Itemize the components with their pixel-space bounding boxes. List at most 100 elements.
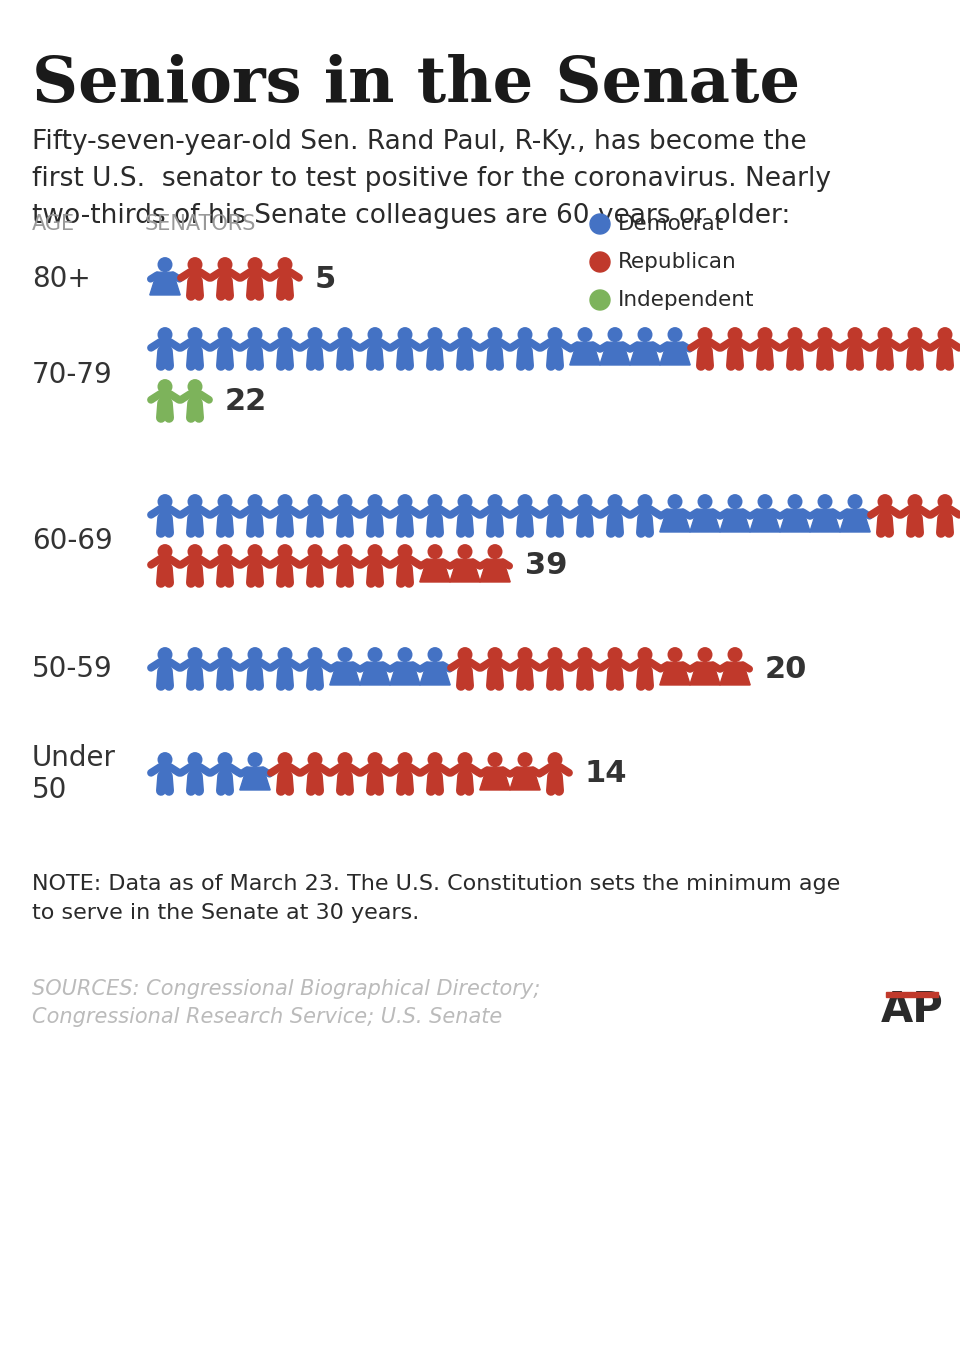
Bar bbox=[310, 765, 321, 776]
Bar bbox=[279, 270, 290, 281]
Bar bbox=[190, 765, 201, 776]
Circle shape bbox=[249, 495, 262, 509]
Text: 22: 22 bbox=[225, 386, 267, 416]
Bar bbox=[250, 507, 260, 518]
Polygon shape bbox=[330, 662, 360, 685]
Text: Under: Under bbox=[32, 743, 116, 772]
Circle shape bbox=[578, 327, 591, 341]
Polygon shape bbox=[720, 509, 750, 532]
Bar bbox=[430, 507, 441, 518]
Circle shape bbox=[249, 753, 262, 767]
Bar bbox=[460, 507, 470, 518]
Bar bbox=[190, 557, 201, 567]
Bar bbox=[399, 340, 410, 351]
Circle shape bbox=[278, 544, 292, 558]
Bar bbox=[490, 507, 500, 518]
Bar bbox=[430, 340, 441, 351]
Bar bbox=[610, 507, 620, 518]
Circle shape bbox=[188, 753, 202, 767]
Circle shape bbox=[369, 753, 382, 767]
Circle shape bbox=[158, 258, 172, 271]
Circle shape bbox=[369, 544, 382, 558]
Bar bbox=[159, 765, 170, 776]
Polygon shape bbox=[570, 342, 600, 366]
Bar bbox=[550, 340, 561, 351]
Bar bbox=[279, 507, 290, 518]
Bar bbox=[550, 765, 561, 776]
Bar bbox=[220, 507, 230, 518]
Bar bbox=[580, 660, 590, 671]
Text: Independent: Independent bbox=[618, 291, 755, 310]
Circle shape bbox=[158, 753, 172, 767]
Bar bbox=[790, 340, 801, 351]
Bar bbox=[310, 660, 321, 671]
Bar bbox=[639, 507, 650, 518]
Circle shape bbox=[428, 327, 442, 341]
Circle shape bbox=[398, 495, 412, 509]
Bar bbox=[460, 660, 470, 671]
Circle shape bbox=[188, 495, 202, 509]
Bar bbox=[730, 340, 740, 351]
Circle shape bbox=[548, 327, 562, 341]
Bar bbox=[490, 340, 500, 351]
Circle shape bbox=[729, 327, 742, 341]
Circle shape bbox=[518, 753, 532, 767]
Circle shape bbox=[518, 327, 532, 341]
Text: NOTE: Data as of March 23. The U.S. Constitution sets the minimum age
to serve i: NOTE: Data as of March 23. The U.S. Cons… bbox=[32, 874, 840, 923]
Bar bbox=[850, 340, 860, 351]
Circle shape bbox=[188, 544, 202, 558]
Bar bbox=[340, 557, 350, 567]
Polygon shape bbox=[750, 509, 780, 532]
Circle shape bbox=[278, 753, 292, 767]
Bar bbox=[910, 340, 921, 351]
Circle shape bbox=[338, 495, 351, 509]
Bar bbox=[190, 340, 201, 351]
Circle shape bbox=[398, 327, 412, 341]
Polygon shape bbox=[810, 509, 840, 532]
Bar bbox=[250, 660, 260, 671]
Bar bbox=[430, 765, 441, 776]
Bar bbox=[460, 765, 470, 776]
Circle shape bbox=[188, 648, 202, 662]
Circle shape bbox=[938, 327, 951, 341]
Circle shape bbox=[308, 544, 322, 558]
Polygon shape bbox=[480, 559, 510, 582]
Polygon shape bbox=[840, 509, 870, 532]
Circle shape bbox=[729, 648, 742, 662]
Circle shape bbox=[369, 327, 382, 341]
Bar bbox=[700, 340, 710, 351]
Circle shape bbox=[158, 327, 172, 341]
Polygon shape bbox=[420, 559, 450, 582]
Circle shape bbox=[489, 648, 502, 662]
Text: AP: AP bbox=[880, 989, 944, 1031]
Text: Fifty-seven-year-old Sen. Rand Paul, R-Ky., has become the
first U.S.  senator t: Fifty-seven-year-old Sen. Rand Paul, R-K… bbox=[32, 130, 831, 229]
Circle shape bbox=[609, 327, 622, 341]
Text: 20: 20 bbox=[765, 655, 807, 683]
Bar bbox=[279, 340, 290, 351]
Bar bbox=[250, 270, 260, 281]
Circle shape bbox=[338, 327, 351, 341]
Circle shape bbox=[338, 753, 351, 767]
Circle shape bbox=[878, 495, 892, 509]
Circle shape bbox=[609, 495, 622, 509]
Bar bbox=[310, 507, 321, 518]
Circle shape bbox=[518, 648, 532, 662]
Circle shape bbox=[698, 327, 711, 341]
Bar bbox=[879, 507, 890, 518]
Bar bbox=[519, 507, 530, 518]
Circle shape bbox=[158, 379, 172, 393]
Bar bbox=[340, 765, 350, 776]
Bar bbox=[460, 340, 470, 351]
Bar bbox=[399, 557, 410, 567]
Circle shape bbox=[609, 648, 622, 662]
Bar bbox=[159, 340, 170, 351]
Polygon shape bbox=[660, 509, 690, 532]
Text: 5: 5 bbox=[315, 265, 336, 293]
Polygon shape bbox=[420, 662, 450, 685]
Bar bbox=[519, 660, 530, 671]
Circle shape bbox=[758, 327, 772, 341]
Bar bbox=[886, 992, 938, 997]
Circle shape bbox=[158, 648, 172, 662]
Bar bbox=[190, 507, 201, 518]
Bar bbox=[190, 660, 201, 671]
